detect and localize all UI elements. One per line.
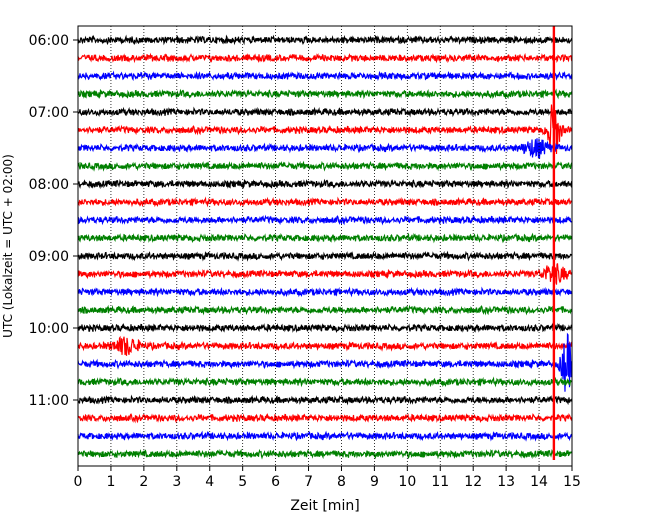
x-tick-label: 9 — [370, 474, 379, 490]
trace-line — [77, 322, 573, 333]
trace-line — [77, 286, 573, 298]
x-tick-label: 5 — [238, 474, 247, 490]
y-tick-label: 09:00 — [29, 249, 69, 265]
plot-frame — [77, 25, 573, 467]
x-tick-label: 2 — [139, 474, 148, 490]
x-tick-label: 15 — [563, 474, 581, 490]
x-tick-label: 3 — [172, 474, 181, 490]
y-axis-label: UTC (Lokalzeit = UTC + 02:00) — [1, 154, 15, 338]
trace-line — [77, 52, 573, 64]
trace-line — [77, 263, 573, 285]
trace-line — [77, 104, 573, 155]
x-tick-label: 13 — [497, 474, 515, 490]
trace-line — [77, 332, 573, 392]
trace-line — [77, 214, 573, 226]
trace-line — [77, 394, 573, 406]
trace-line — [77, 335, 573, 356]
trace-group — [77, 26, 573, 460]
trace-line — [77, 250, 573, 262]
x-tick-label: 10 — [398, 474, 416, 490]
trace-line — [77, 448, 573, 460]
y-axis: 06:00 07:00 08:00 09:00 10:00 11:00 — [29, 33, 78, 409]
grid-group — [110, 26, 540, 466]
trace-line — [77, 88, 573, 100]
trace-line — [77, 106, 573, 118]
x-tick-label: 7 — [304, 474, 313, 490]
trace-line — [77, 232, 573, 244]
x-axis-label: Zeit [min] — [290, 498, 359, 514]
trace-line — [77, 70, 573, 82]
trace-line — [77, 160, 573, 172]
trace-line — [77, 304, 573, 316]
x-tick-label: 14 — [530, 474, 548, 490]
x-tick-label: 4 — [205, 474, 214, 490]
y-tick-label: 06:00 — [29, 33, 69, 49]
x-tick-label: 12 — [464, 474, 482, 490]
x-tick-label: 0 — [74, 474, 83, 490]
trace-line — [77, 412, 573, 424]
y-tick-label: 08:00 — [29, 177, 69, 193]
trace-line — [77, 376, 573, 388]
y-tick-label: 11:00 — [29, 393, 69, 409]
x-axis: 0 1 2 3 4 5 6 7 8 9 10 11 12 13 14 15 — [74, 466, 581, 490]
y-tick-label: 10:00 — [29, 321, 69, 337]
x-tick-label: 8 — [337, 474, 346, 490]
trace-line — [77, 34, 573, 46]
trace-line — [77, 178, 573, 190]
x-tick-label: 11 — [431, 474, 449, 490]
x-tick-label: 6 — [271, 474, 280, 490]
trace-line — [77, 196, 573, 208]
x-tick-label: 1 — [106, 474, 115, 490]
trace-line — [77, 430, 573, 442]
trace-line — [77, 138, 573, 159]
y-tick-label: 07:00 — [29, 105, 69, 121]
